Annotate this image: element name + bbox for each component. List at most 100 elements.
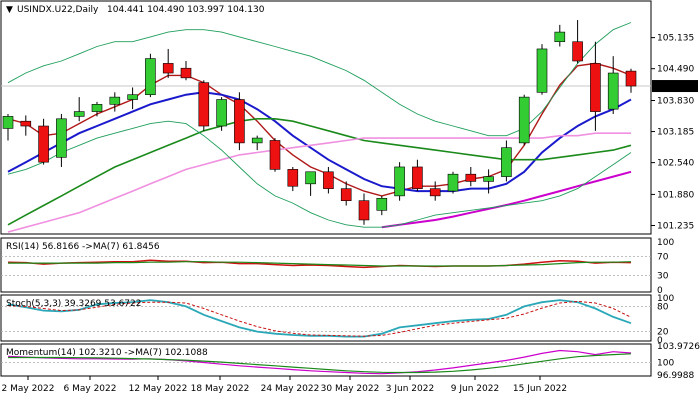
candle[interactable] [607,56,619,114]
momentum-axis-label: 100 [657,359,674,369]
candle[interactable] [287,166,299,192]
candle-body [305,171,316,185]
candle[interactable] [73,97,85,122]
mom-series-1 [7,349,632,375]
x-axis-label: 12 May 2022 [129,384,188,394]
candle-body [109,96,121,105]
candle-body [590,63,601,112]
candle[interactable] [429,181,441,201]
candle-body [323,171,334,189]
candle[interactable] [109,92,121,112]
candle[interactable] [180,60,192,81]
candle-body [536,48,548,93]
candle[interactable] [572,20,583,64]
candle[interactable] [501,140,512,182]
candle-body [234,99,245,144]
stoch-label: Stoch(5,3,3) 39.3269 53.6722 [6,299,141,309]
price-axis-label: 105.135 [657,34,694,44]
candle[interactable] [20,115,32,136]
candle[interactable] [56,113,67,167]
candle[interactable] [340,181,352,206]
x-axis-label: 18 May 2022 [191,384,250,394]
candle[interactable] [394,162,405,201]
collapse-arrow-icon[interactable]: ▼ [6,5,13,15]
candle-body [20,120,32,127]
candle[interactable] [198,80,210,131]
candle-body [198,82,210,127]
stoch-axis-label: 0 [657,336,663,346]
candle-body [340,188,352,201]
axes: 105.135 104.490 103.830 103.185 102.540 101.8… [2,34,700,394]
candle-body [56,118,67,158]
candle-body [501,147,512,177]
candle[interactable] [234,92,245,151]
candle-body [180,67,192,79]
candle[interactable] [323,166,334,194]
candle[interactable] [162,48,174,78]
candle[interactable] [625,68,637,93]
candle-body [572,41,583,62]
candle[interactable] [518,94,530,146]
stoch-series-2 [7,300,632,337]
candle-body [483,176,494,182]
price-axis-label: 104.490 [657,65,694,75]
stoch-axis-label: 20 [657,328,669,338]
candle[interactable] [127,87,138,110]
stoch-panel[interactable] [1,299,651,338]
candle-body [465,173,477,182]
momentum-axis-label: 96.9988 [657,371,694,381]
candle-body [216,99,227,127]
candle-body [358,200,370,221]
candle[interactable] [38,118,49,165]
overlay-ma-magenta [381,170,632,229]
candle[interactable] [465,166,477,187]
chart-ohlc: 104.441 104.490 103.997 104.130 [107,5,265,15]
rsi-panel[interactable] [1,255,651,277]
candle[interactable] [269,138,281,172]
candle-body [429,188,441,197]
candle[interactable] [2,113,14,141]
candle-body [625,70,637,87]
x-axis-label: 2 May 2022 [2,384,55,394]
x-axis-label: 6 May 2022 [64,384,117,394]
price-axis-label: 102.540 [657,159,694,169]
rsi-axis-label: 70 [657,252,669,262]
momentum-panel[interactable] [1,349,651,375]
candle[interactable] [483,169,494,194]
candle[interactable] [447,171,459,194]
candle[interactable] [590,41,601,131]
candle[interactable] [251,135,263,151]
price-axis-label: 103.830 [657,96,694,106]
candle[interactable] [412,159,423,192]
candle-body [91,104,103,112]
x-axis-label: 9 Jun 2022 [451,384,499,394]
candle[interactable] [216,97,227,131]
candle-body [376,197,388,211]
rsi-axis-label: 0 [657,286,663,296]
rsi-series-1 [7,259,632,269]
x-axis-label: 30 May 2022 [321,384,380,394]
candle-body [412,166,423,189]
candle[interactable] [536,44,548,95]
candle[interactable] [554,24,566,47]
stoch-series-1 [7,299,632,338]
candle[interactable] [145,53,156,98]
candle[interactable] [305,171,316,196]
overlay-ma-slow [7,118,632,226]
x-axis-label: 3 Jun 2022 [386,384,434,394]
mom-series-2 [8,353,632,374]
price-axis-label: 103.185 [657,128,694,138]
candle-body [607,72,619,110]
candle-body [269,140,281,170]
candle[interactable] [376,195,388,216]
candle-body [394,166,405,197]
candle-body [38,125,49,163]
price-panel[interactable] [1,20,651,233]
candle[interactable] [358,193,370,225]
overlay-ma-mid [7,91,632,193]
candle-body [73,111,85,117]
momentum-label: Momentum(14) 102.3210 ->MA(7) 102.1088 [6,348,208,358]
candle-body [251,137,263,144]
candle[interactable] [91,101,103,117]
